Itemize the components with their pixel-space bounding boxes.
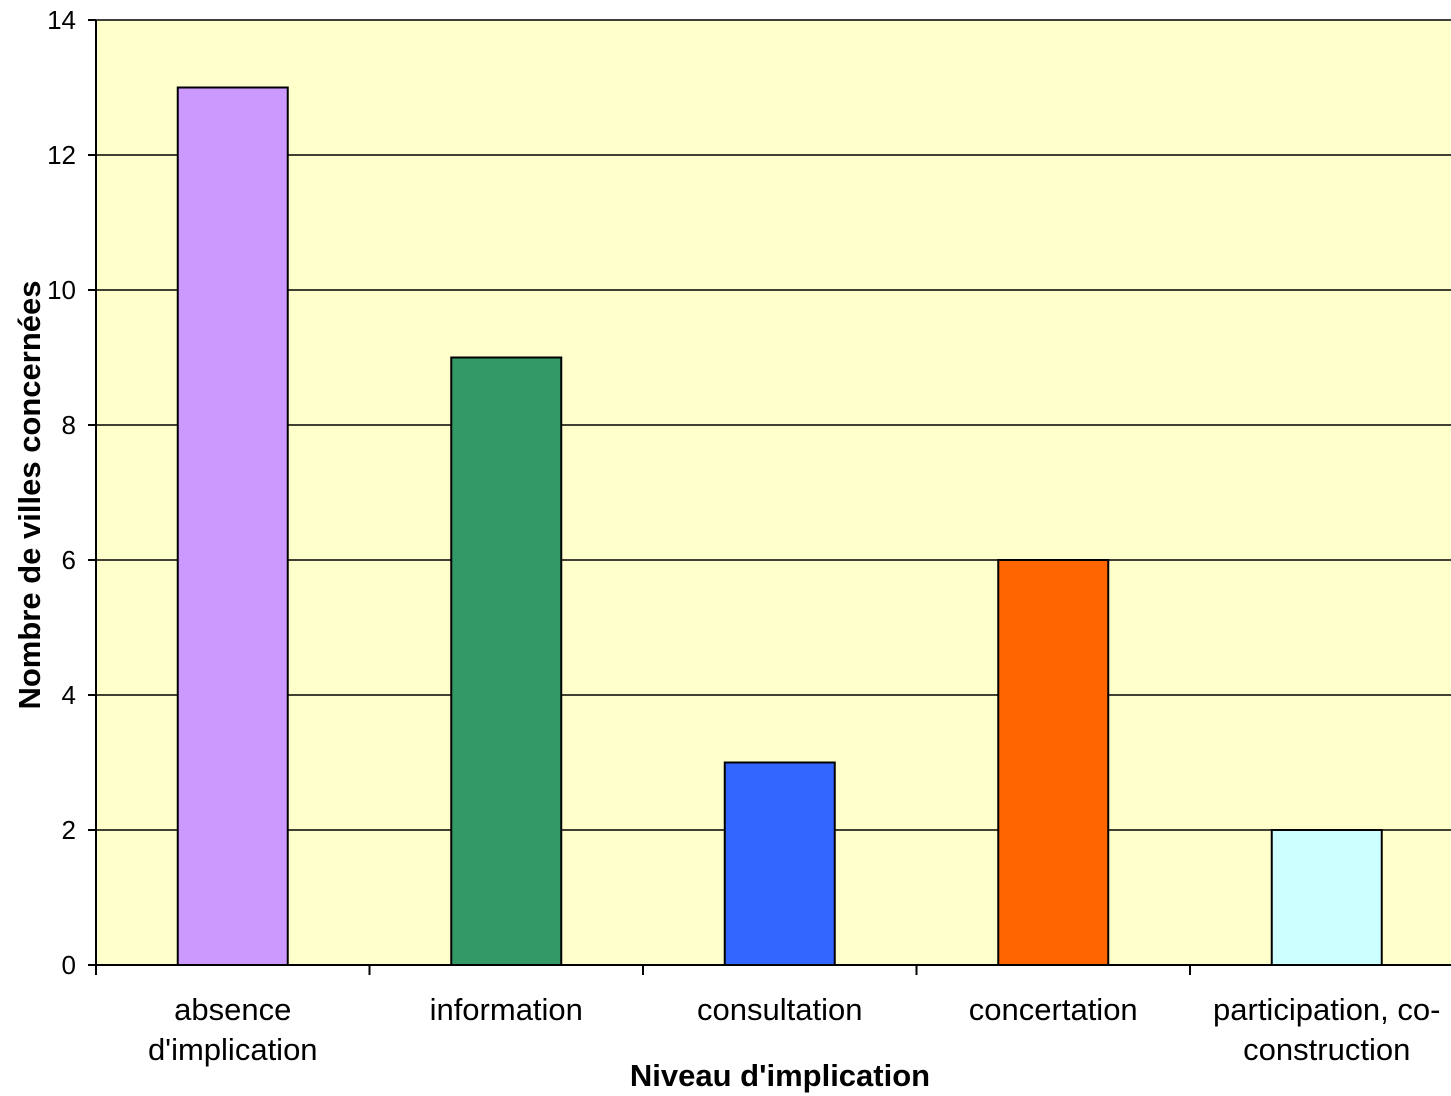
x-tick-label: absence xyxy=(174,992,291,1027)
y-tick-label: 2 xyxy=(62,815,76,845)
x-tick-label: construction xyxy=(1243,1032,1410,1067)
y-tick-label: 10 xyxy=(47,275,76,305)
x-tick-label: participation, co- xyxy=(1213,992,1440,1027)
y-tick-label: 0 xyxy=(62,950,76,980)
x-tick-label: concertation xyxy=(969,992,1138,1027)
bar xyxy=(1270,829,1383,966)
bar xyxy=(997,559,1110,966)
y-tick-label: 4 xyxy=(62,680,76,710)
y-axis-title: Nombre de villes concernées xyxy=(12,280,47,709)
y-tick-label: 6 xyxy=(62,545,76,575)
y-tick-label: 14 xyxy=(47,5,76,35)
x-axis-title: Niveau d'implication xyxy=(630,1058,930,1093)
x-tick-label: information xyxy=(430,992,583,1027)
y-ticks: 0 2 4 6 8 10 12 14 xyxy=(47,5,96,980)
x-tick-labels: absence d'implication information consultat… xyxy=(95,965,1440,1067)
bar xyxy=(176,86,289,966)
axes xyxy=(95,20,1451,966)
x-tick-label: consultation xyxy=(697,992,862,1027)
bar xyxy=(723,761,836,966)
gridlines xyxy=(96,19,1451,831)
x-tick-label: d'implication xyxy=(148,1032,318,1067)
y-tick-label: 8 xyxy=(62,410,76,440)
bar xyxy=(450,356,563,966)
y-tick-label: 12 xyxy=(47,140,76,170)
